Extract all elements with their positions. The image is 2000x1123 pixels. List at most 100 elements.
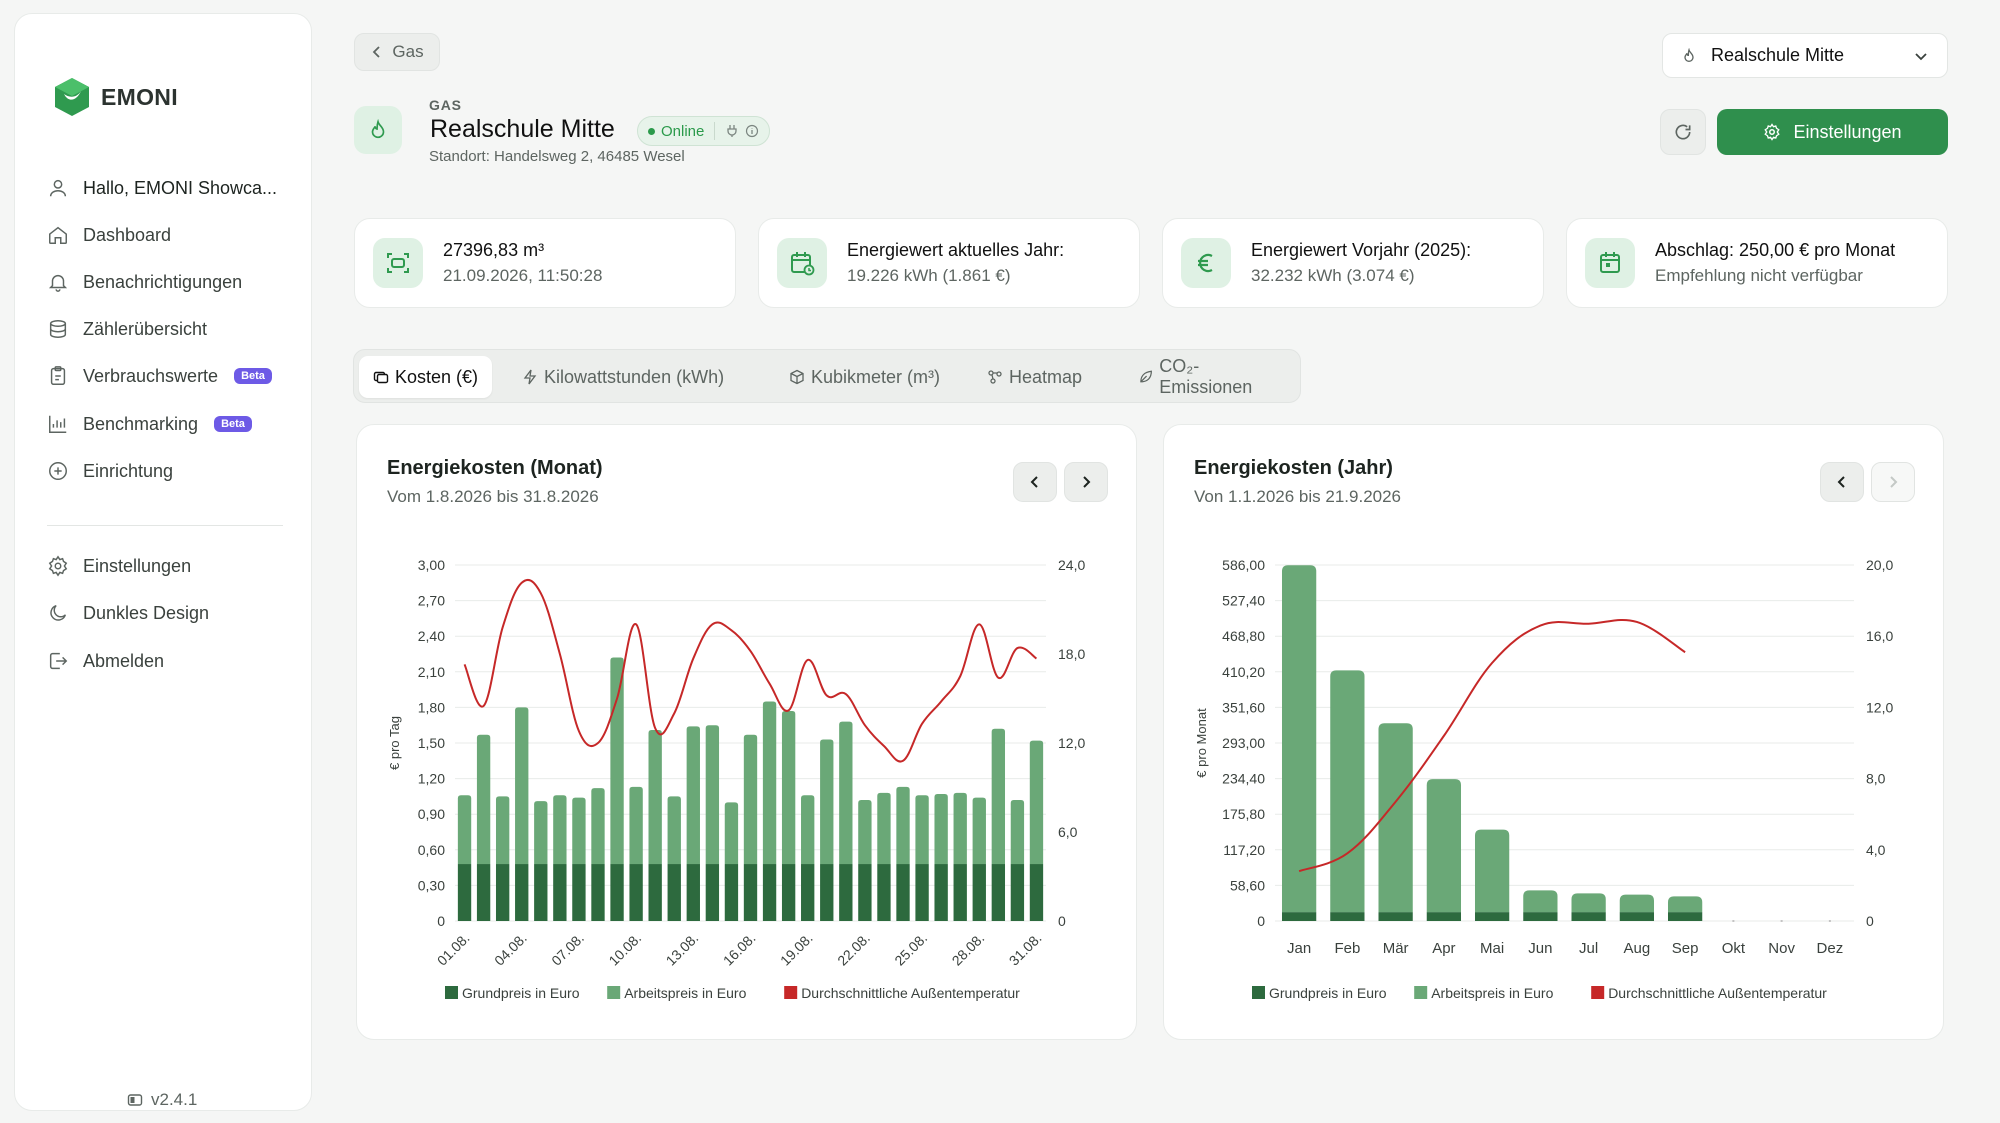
bar-arbeitspreis bbox=[762, 701, 777, 865]
sidebar-divider bbox=[47, 525, 283, 526]
meter-type-label: GAS bbox=[429, 97, 462, 113]
bar-grundpreis bbox=[705, 864, 720, 921]
legend-label: Durchschnittliche Außentemperatur bbox=[1608, 985, 1827, 1001]
chart-card-monthly: Energiekosten (Monat) Vom 1.8.2026 bis 3… bbox=[356, 424, 1137, 1040]
bar-grundpreis bbox=[629, 864, 643, 921]
bar-arbeitspreis bbox=[1619, 894, 1655, 913]
tab-kwh[interactable]: Kilowattstunden (kWh) bbox=[508, 356, 738, 398]
y-tick-label: 1,80 bbox=[418, 699, 445, 715]
bar-grundpreis bbox=[1571, 912, 1606, 921]
page-title: Realschule Mitte bbox=[430, 115, 615, 143]
bar-arbeitspreis bbox=[858, 799, 872, 865]
x-tick-label: 16.08. bbox=[720, 930, 759, 969]
bar-arbeitspreis bbox=[972, 797, 986, 865]
y-tick-label: 2,10 bbox=[418, 664, 445, 680]
x-tick-label: 31.08. bbox=[1006, 930, 1045, 969]
user-icon bbox=[49, 179, 67, 197]
x-tick-label: Okt bbox=[1722, 940, 1746, 957]
sidebar-item-consumption[interactable]: Verbrauchswerte Beta bbox=[47, 360, 272, 392]
sidebar-item-dark-mode[interactable]: Dunkles Design bbox=[47, 597, 209, 629]
next-period-button[interactable] bbox=[1064, 462, 1108, 502]
bar-arbeitspreis bbox=[1010, 799, 1025, 865]
prev-period-button[interactable] bbox=[1820, 462, 1864, 502]
chevron-down-icon bbox=[1915, 52, 1927, 60]
bar-arbeitspreis bbox=[1378, 723, 1413, 913]
next-period-button[interactable] bbox=[1871, 462, 1915, 502]
user-greeting[interactable]: Hallo, EMONI Showca... bbox=[47, 172, 277, 204]
beta-badge: Beta bbox=[214, 416, 252, 432]
sidebar-item-logout[interactable]: Abmelden bbox=[47, 645, 164, 677]
sidebar-item-dashboard[interactable]: Dashboard bbox=[47, 219, 171, 251]
tab-label: Kosten (€) bbox=[395, 366, 479, 387]
prev-period-button[interactable] bbox=[1013, 462, 1057, 502]
sidebar-item-setup[interactable]: Einrichtung bbox=[47, 455, 173, 487]
kpi-label: Abschlag: 250,00 € pro Monat bbox=[1655, 240, 1896, 260]
x-tick-label: Dez bbox=[1817, 940, 1844, 957]
bar-arbeitspreis bbox=[1571, 893, 1606, 913]
bar-grundpreis bbox=[801, 864, 815, 921]
tab-cubic-meters[interactable]: Kubikmeter (m³) bbox=[775, 356, 954, 398]
y-tick-label: 0 bbox=[1257, 913, 1265, 929]
settings-button[interactable]: Einstellungen bbox=[1717, 109, 1948, 155]
sidebar-item-label: Abmelden bbox=[83, 650, 165, 671]
plug-icon bbox=[727, 125, 738, 137]
beta-badge: Beta bbox=[234, 368, 272, 384]
bar-grundpreis bbox=[1029, 864, 1044, 921]
status-label: Online bbox=[661, 122, 705, 140]
bar-grundpreis bbox=[686, 864, 700, 921]
x-tick-label: 13.08. bbox=[663, 930, 702, 969]
chart-title: Energiekosten (Monat) bbox=[387, 457, 603, 479]
y-tick-label: 527,40 bbox=[1222, 593, 1265, 609]
back-button[interactable]: Gas bbox=[354, 33, 440, 71]
sidebar-item-benchmarking[interactable]: Benchmarking Beta bbox=[47, 408, 252, 440]
x-tick-label: Sep bbox=[1672, 940, 1699, 957]
y2-tick-label: 0 bbox=[1866, 913, 1874, 929]
y-tick-label: 586,00 bbox=[1222, 557, 1265, 573]
home-icon bbox=[49, 226, 67, 244]
legend-swatch bbox=[445, 986, 458, 999]
greeting-label: Hallo, EMONI Showca... bbox=[83, 177, 278, 198]
y-tick-label: 175,80 bbox=[1222, 806, 1265, 822]
tab-co2[interactable]: CO₂-Emissionen bbox=[1124, 356, 1300, 398]
brand-logo[interactable]: EMONI bbox=[51, 76, 178, 118]
legend-label: Arbeitspreis in Euro bbox=[1431, 985, 1553, 1001]
y-tick-label: 234,40 bbox=[1222, 771, 1265, 787]
emoni-logo-icon bbox=[55, 78, 89, 116]
bar-grundpreis bbox=[953, 864, 967, 921]
bar-arbeitspreis bbox=[476, 734, 491, 865]
bar-arbeitspreis bbox=[1029, 740, 1044, 865]
tab-heatmap[interactable]: Heatmap bbox=[973, 356, 1096, 398]
bar-arbeitspreis bbox=[534, 801, 548, 865]
x-tick-label: Jan bbox=[1287, 940, 1311, 957]
tab-label: Heatmap bbox=[1009, 366, 1083, 387]
sidebar-item-settings[interactable]: Einstellungen bbox=[47, 550, 191, 582]
y2-tick-label: 16,0 bbox=[1866, 628, 1893, 644]
tab-costs[interactable]: Kosten (€) bbox=[359, 356, 493, 398]
gas-flame-icon bbox=[354, 106, 402, 154]
refresh-button[interactable] bbox=[1660, 109, 1706, 155]
y-tick-label: 293,00 bbox=[1222, 735, 1265, 751]
bar-grundpreis bbox=[915, 864, 929, 921]
bar-arbeitspreis bbox=[553, 795, 567, 865]
bar-arbeitspreis bbox=[1474, 829, 1510, 913]
chevron-left-icon bbox=[1030, 476, 1038, 488]
sidebar-item-notifications[interactable]: Benachrichtigungen bbox=[47, 266, 242, 298]
refresh-icon bbox=[1675, 124, 1691, 140]
site-select-dropdown[interactable]: Realschule Mitte bbox=[1662, 33, 1948, 78]
flame-icon bbox=[1684, 47, 1694, 62]
bar-grundpreis bbox=[972, 864, 986, 921]
y-tick-label: 410,20 bbox=[1222, 664, 1265, 680]
kpi-label: Energiewert Vorjahr (2025): bbox=[1251, 240, 1472, 260]
sidebar-item-label: Einstellungen bbox=[83, 555, 192, 576]
bar-arbeitspreis bbox=[705, 725, 720, 865]
kpi-value: 32.232 kWh (3.074 €) bbox=[1251, 266, 1415, 285]
bar-grundpreis bbox=[762, 864, 777, 921]
status-badge[interactable]: Online bbox=[637, 116, 771, 146]
legend-swatch bbox=[784, 986, 798, 999]
kpi-value: 27396,83 m³ bbox=[443, 240, 545, 260]
bar-arbeitspreis bbox=[1330, 670, 1365, 913]
sidebar-item-meters[interactable]: Zählerübersicht bbox=[47, 313, 207, 345]
bar-grundpreis bbox=[648, 864, 662, 921]
meter-icon bbox=[373, 238, 423, 288]
kpi-label: Energiewert aktuelles Jahr: bbox=[847, 240, 1065, 260]
